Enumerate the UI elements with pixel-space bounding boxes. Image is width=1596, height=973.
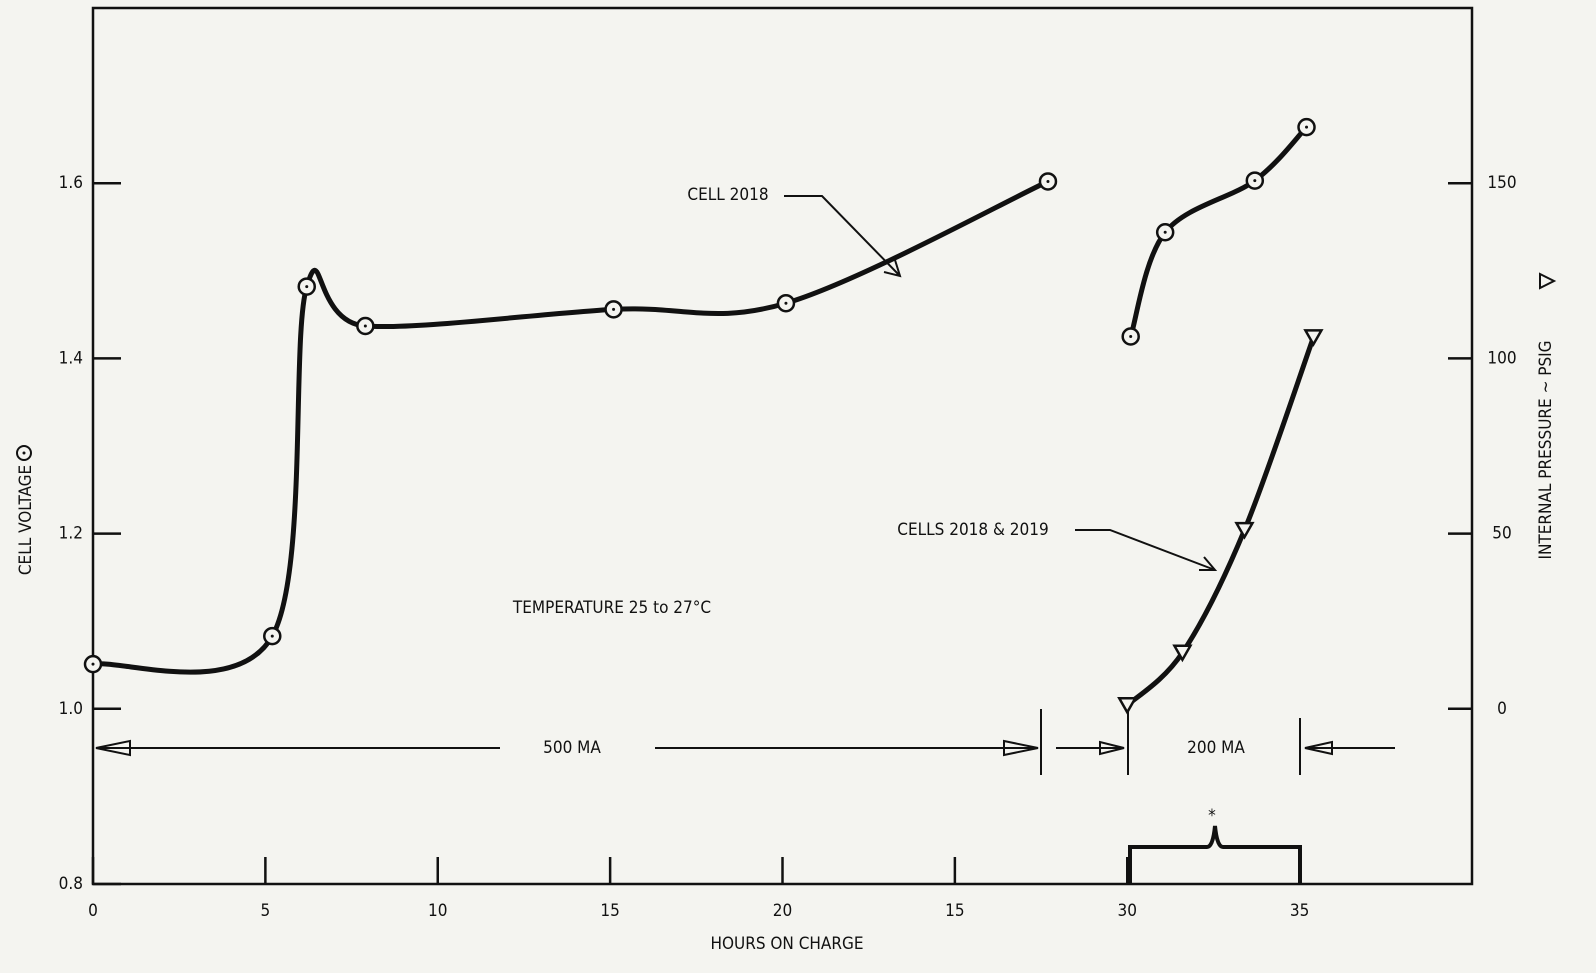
x-tick-label: 5 <box>261 901 271 921</box>
x-axis-label: HOURS ON CHARGE <box>710 934 863 954</box>
x-tick-label: 10 <box>428 901 447 921</box>
annotation: 200 MA <box>1187 738 1245 758</box>
y-axis-symbol-dot <box>22 451 26 455</box>
series-line <box>1128 125 1309 338</box>
y-tick-label: 1.4 <box>59 348 83 368</box>
marker-dot <box>91 662 95 666</box>
y-tick-label: 0.8 <box>59 874 83 894</box>
y-tick-label: 1.6 <box>59 173 83 193</box>
marker-dot <box>270 634 274 638</box>
annotation-arrow <box>1075 529 1218 571</box>
y2-tick-label: 150 <box>1487 173 1516 193</box>
y2-tick-label: 0 <box>1497 699 1507 719</box>
triangle-marker <box>1234 521 1255 540</box>
x-tick-label: 35 <box>1290 901 1309 921</box>
annotation: 500 MA <box>543 738 601 758</box>
y-axis-symbol <box>16 445 32 461</box>
marker-dot <box>1163 230 1167 234</box>
current-arrows <box>95 709 1395 775</box>
marker-dot <box>612 307 616 311</box>
y2-tick-label: 100 <box>1487 348 1516 368</box>
x-tick-label: 20 <box>773 901 792 921</box>
marker-dot <box>784 301 788 305</box>
x-tick-label: 15 <box>600 901 619 921</box>
y2-axis-label: INTERNAL PRESSURE ~ PSIG <box>1536 340 1556 559</box>
marker-dot <box>1305 125 1309 129</box>
annotation: CELLS 2018 & 2019 <box>897 520 1048 540</box>
bracket <box>1128 825 1302 884</box>
marker-dot <box>1253 179 1257 183</box>
series-line <box>1125 336 1316 708</box>
y-axis-label: CELL VOLTAGE <box>16 465 36 575</box>
plot-frame <box>91 6 1474 886</box>
x-tick-label: 0 <box>88 901 98 921</box>
y2-tick-label: 50 <box>1492 524 1511 544</box>
annotation: CELL 2018 <box>687 185 768 205</box>
y2-axis-symbol <box>1539 272 1557 290</box>
x-tick-label: 15 <box>945 901 964 921</box>
x-tick-label: 30 <box>1118 901 1137 921</box>
triangle-marker <box>1172 644 1193 663</box>
annotation-arrow <box>784 195 902 278</box>
triangle-marker <box>1303 329 1324 347</box>
marker-dot <box>305 285 309 289</box>
marker-dot <box>1046 179 1050 183</box>
marker-dot <box>1129 335 1133 338</box>
triangle-marker <box>1117 697 1138 715</box>
y-tick-label: 1.2 <box>59 524 83 544</box>
y-tick-label: 1.0 <box>59 699 83 719</box>
annotation: TEMPERATURE 25 to 27°C <box>512 598 711 618</box>
marker-dot <box>363 324 367 328</box>
asterisk: * <box>1208 806 1216 826</box>
